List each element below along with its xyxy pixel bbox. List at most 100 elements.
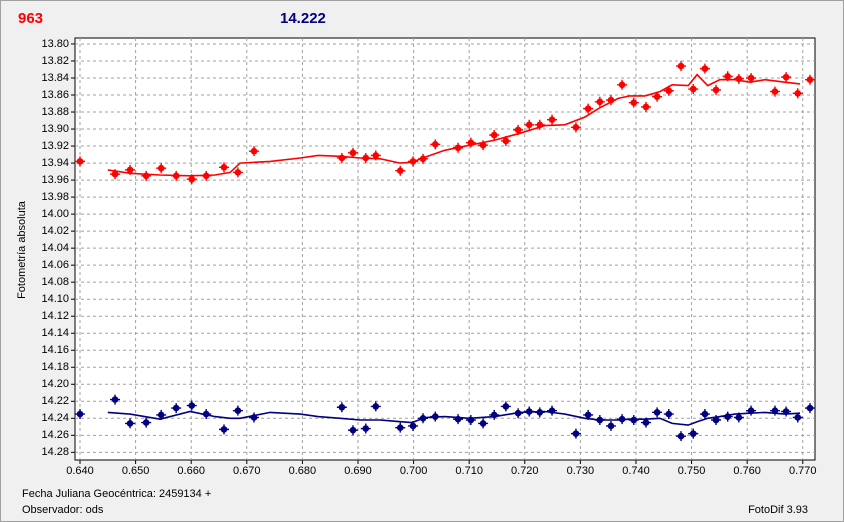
legend-entry: 14.222 [280,10,326,27]
point-cross [524,119,535,130]
y-tick-label: 14.10 [41,293,69,305]
point-cross [347,425,358,436]
data-point [171,403,182,414]
point-cross [628,415,639,426]
y-tick-label: 14.28 [41,446,69,458]
point-cross [201,170,212,181]
data-point [711,415,722,426]
point-cross [513,408,524,419]
point-cross [453,414,464,425]
point-cross [171,403,182,414]
point-cross [769,405,780,416]
data-point [699,409,710,420]
y-tick-label: 14.12 [41,310,69,322]
point-cross [360,423,371,434]
point-cross [583,103,594,114]
data-point [360,152,371,163]
data-point [186,400,197,411]
data-point [201,409,212,420]
data-point [688,428,699,439]
data-point [547,405,558,416]
data-point [408,156,419,167]
data-point [804,403,815,414]
x-tick-label: 0.640 [66,465,94,477]
point-cross [746,405,757,416]
plot-area [74,37,816,461]
point-cross [688,84,699,95]
point-cross [640,101,651,112]
data-point [186,174,197,185]
data-point [110,169,121,180]
data-point [249,146,260,157]
x-tick-label: 0.730 [567,465,595,477]
point-cross [500,401,511,412]
data-point [524,119,535,130]
data-point [408,420,419,431]
data-point [347,425,358,436]
data-point [733,73,744,84]
data-point [640,101,651,112]
x-tick-label: 0.690 [344,465,372,477]
point-cross [395,165,406,176]
data-point [746,72,757,83]
data-point [125,418,136,429]
point-cross [110,394,121,405]
point-cross [336,402,347,413]
x-tick-label: 0.680 [289,465,317,477]
point-cross [408,156,419,167]
data-point [395,422,406,433]
data-point [733,412,744,423]
data-point [370,150,381,161]
point-cross [733,73,744,84]
y-tick-label: 14.06 [41,259,69,271]
point-cross [232,167,243,178]
data-point [652,407,663,418]
point-cross [722,71,733,82]
point-cross [232,405,243,416]
point-cross [605,420,616,431]
data-point [688,84,699,95]
point-cross [688,428,699,439]
data-point [699,63,710,74]
y-tick-label: 14.14 [41,327,69,339]
data-point [141,417,152,428]
point-cross [711,84,722,95]
data-point [110,394,121,405]
point-cross [663,85,674,96]
point-cross [676,61,687,72]
data-point [249,412,260,423]
point-cross [418,153,429,164]
point-cross [489,129,500,140]
y-tick-label: 14.20 [41,378,69,390]
data-point [583,409,594,420]
data-point [219,162,230,173]
data-point [395,165,406,176]
data-point [711,84,722,95]
point-cross [640,417,651,428]
data-point [628,97,639,108]
y-tick-label: 13.98 [41,191,69,203]
point-cross [418,413,429,424]
y-tick-label: 13.80 [41,38,69,50]
point-cross [219,424,230,435]
data-point [156,163,167,174]
point-cross [676,431,687,442]
point-cross [171,170,182,181]
point-cross [453,142,464,153]
point-cross [110,169,121,180]
point-cross [156,163,167,174]
data-point [430,139,441,150]
data-point [769,86,780,97]
point-cross [711,415,722,426]
data-point [605,420,616,431]
point-cross [617,414,628,425]
footer-text: FotoDif 3.93 [748,504,808,516]
data-point [125,164,136,175]
legend-entry: 963 [18,10,43,27]
data-point [617,414,628,425]
y-tick-label: 14.18 [41,361,69,373]
point-cross [465,137,476,148]
data-point [500,135,511,146]
point-cross [547,405,558,416]
